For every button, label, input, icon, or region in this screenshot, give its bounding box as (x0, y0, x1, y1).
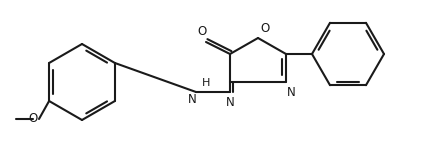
Text: O: O (197, 25, 207, 38)
Text: N: N (226, 96, 234, 109)
Text: O: O (260, 22, 269, 35)
Text: N: N (188, 93, 197, 106)
Text: H: H (202, 78, 210, 88)
Text: O: O (28, 113, 38, 125)
Text: N: N (287, 86, 296, 99)
